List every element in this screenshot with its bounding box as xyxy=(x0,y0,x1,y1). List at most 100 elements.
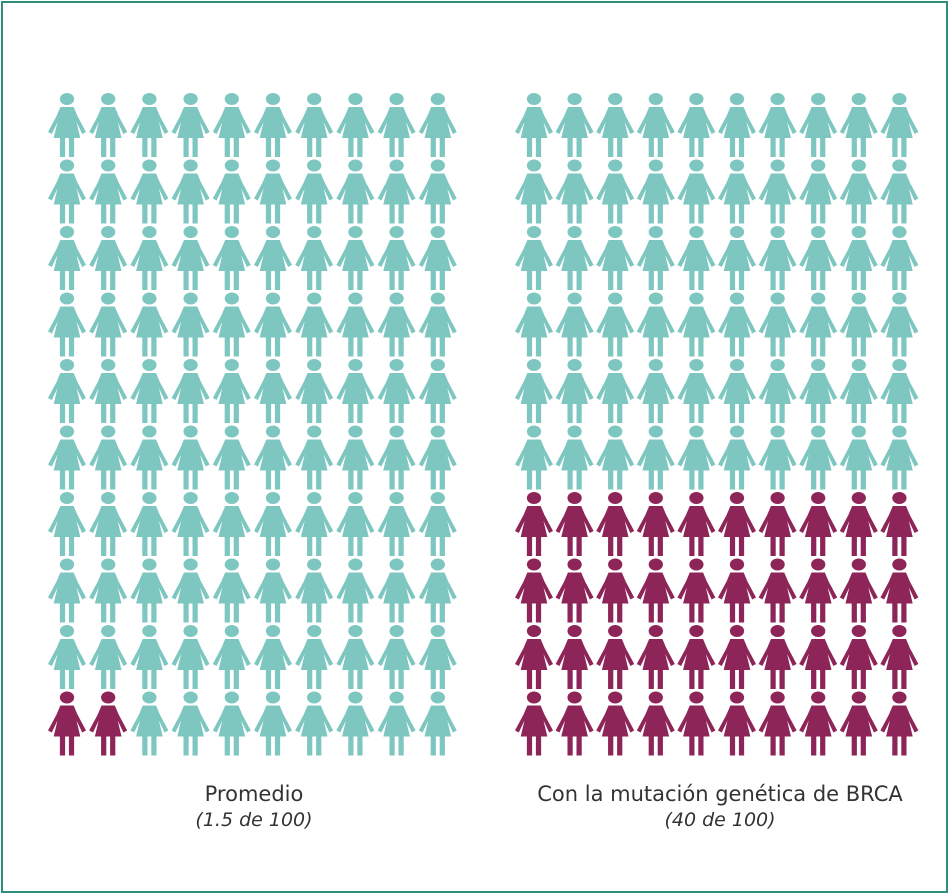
woman-icon xyxy=(758,359,797,423)
woman-icon xyxy=(336,625,375,689)
woman-icon xyxy=(130,625,169,689)
woman-icon-affected xyxy=(555,558,594,623)
woman-icon xyxy=(515,359,553,423)
woman-icon-affected xyxy=(515,691,553,756)
woman-icon xyxy=(418,93,457,157)
woman-icon xyxy=(636,425,675,490)
woman-icon xyxy=(295,292,334,357)
woman-icon xyxy=(295,558,334,623)
woman-icon xyxy=(418,625,457,689)
woman-icon-affected xyxy=(799,691,838,756)
woman-icon xyxy=(212,425,251,490)
woman-icon xyxy=(295,625,334,689)
woman-icon xyxy=(48,292,86,357)
woman-icon xyxy=(799,226,838,290)
woman-icon xyxy=(171,425,210,490)
woman-icon xyxy=(515,93,553,157)
woman-icon xyxy=(212,292,251,357)
woman-icon xyxy=(377,226,416,290)
woman-icon xyxy=(677,425,716,490)
woman-icon xyxy=(130,226,169,290)
woman-icon xyxy=(555,159,594,224)
woman-icon xyxy=(336,425,375,490)
caption-brca-rate: (40 de 100) xyxy=(664,809,776,832)
woman-icon xyxy=(758,159,797,224)
woman-icon xyxy=(336,558,375,623)
woman-icon-affected xyxy=(636,691,675,756)
caption-average-title: Promedio xyxy=(204,782,304,806)
woman-icon xyxy=(636,93,675,157)
woman-icon-affected xyxy=(48,691,86,756)
woman-icon xyxy=(839,159,878,224)
woman-icon-affected xyxy=(555,691,594,756)
woman-icon xyxy=(636,159,675,224)
woman-icon-affected xyxy=(718,492,756,556)
woman-icon xyxy=(212,93,251,157)
woman-icon xyxy=(336,492,375,556)
woman-icon xyxy=(515,159,553,224)
woman-icon xyxy=(418,425,457,490)
woman-icon xyxy=(295,93,334,157)
woman-icon xyxy=(555,359,594,423)
woman-icon xyxy=(677,159,716,224)
woman-icon-affected xyxy=(596,558,635,623)
woman-icon-affected xyxy=(839,691,878,756)
woman-icon xyxy=(377,425,416,490)
woman-icon xyxy=(718,226,756,290)
woman-icon xyxy=(130,558,169,623)
woman-icon-affected xyxy=(718,625,756,689)
woman-icon-affected xyxy=(758,691,797,756)
woman-icon xyxy=(377,93,416,157)
woman-icon xyxy=(254,625,292,689)
woman-icon xyxy=(515,425,553,490)
woman-icon xyxy=(89,625,128,689)
woman-icon xyxy=(880,159,919,224)
woman-icon xyxy=(418,691,457,756)
woman-icon-affected xyxy=(636,558,675,623)
woman-icon xyxy=(212,226,251,290)
woman-icon xyxy=(718,359,756,423)
woman-icon xyxy=(254,425,292,490)
woman-icon-affected xyxy=(839,558,878,623)
woman-icon xyxy=(799,159,838,224)
woman-icon xyxy=(418,359,457,423)
woman-icon-affected xyxy=(880,558,919,623)
woman-icon xyxy=(377,159,416,224)
woman-icon-affected xyxy=(718,558,756,623)
woman-icon xyxy=(799,359,838,423)
woman-icon xyxy=(48,558,86,623)
woman-icon-affected xyxy=(677,625,716,689)
woman-icon xyxy=(295,425,334,490)
woman-icon xyxy=(89,425,128,490)
woman-icon xyxy=(799,292,838,357)
woman-icon xyxy=(171,558,210,623)
woman-icon xyxy=(130,425,169,490)
woman-icon-affected xyxy=(677,558,716,623)
woman-icon xyxy=(295,159,334,224)
woman-icon xyxy=(48,425,86,490)
woman-icon-affected xyxy=(839,625,878,689)
woman-icon xyxy=(839,359,878,423)
woman-icon xyxy=(758,93,797,157)
woman-icon xyxy=(130,93,169,157)
woman-icon xyxy=(880,359,919,423)
woman-icon-affected xyxy=(718,691,756,756)
woman-icon xyxy=(596,425,635,490)
woman-icon xyxy=(89,492,128,556)
woman-icon xyxy=(212,492,251,556)
woman-icon xyxy=(171,226,210,290)
woman-icon-affected xyxy=(596,691,635,756)
woman-icon xyxy=(254,558,292,623)
pictogram-average xyxy=(48,92,460,762)
woman-icon-affected xyxy=(636,492,675,556)
woman-icon-affected xyxy=(89,691,128,756)
woman-icon-affected xyxy=(515,492,553,556)
woman-icon xyxy=(336,226,375,290)
woman-icon xyxy=(89,93,128,157)
woman-icon xyxy=(171,492,210,556)
woman-icon xyxy=(418,292,457,357)
woman-icon xyxy=(336,359,375,423)
woman-icon xyxy=(89,226,128,290)
woman-icon-affected xyxy=(880,625,919,689)
woman-icon-affected xyxy=(596,492,635,556)
